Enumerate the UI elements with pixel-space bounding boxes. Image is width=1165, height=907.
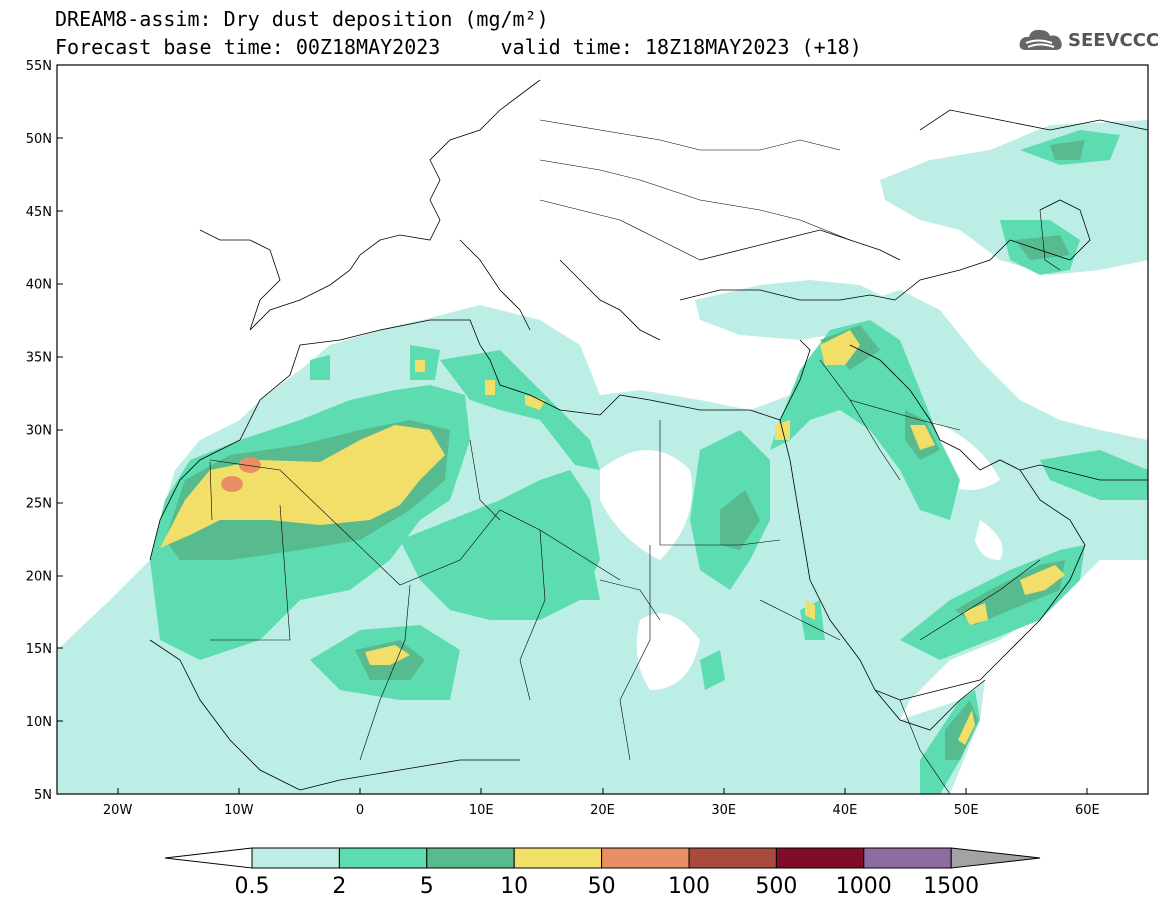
colorbar-label: 500 <box>755 874 797 899</box>
colorbar-labels: 0.5 2 5 10 50 100 500 1000 1500 <box>235 874 980 899</box>
map-ticks <box>57 137 1088 794</box>
dust-level-10 <box>160 330 1065 745</box>
lon-tick-label: 0 <box>356 803 364 818</box>
title-line-1: DREAM8-assim: Dry dust deposition (mg/m²… <box>55 7 549 31</box>
colorbar <box>164 847 1041 869</box>
map-area <box>57 65 1148 794</box>
cloud-logo-icon <box>1019 29 1062 50</box>
dust-level-50 <box>221 457 261 492</box>
lon-tick-label: 60E <box>1075 803 1100 818</box>
lat-tick-label: 15N <box>26 642 52 657</box>
lat-tick-label: 45N <box>26 205 52 220</box>
lat-tick-label: 55N <box>26 59 52 74</box>
colorbar-label: 0.5 <box>235 874 270 899</box>
colorbar-swatch <box>863 847 952 869</box>
latitude-labels: 55N 50N 45N 40N 35N 30N 25N 20N 15N 10N 5N <box>26 59 52 803</box>
lat-tick-label: 25N <box>26 496 52 511</box>
colorbar-swatch <box>601 847 690 869</box>
lon-tick-label: 30E <box>711 803 736 818</box>
lat-tick-label: 50N <box>26 132 52 147</box>
colorbar-swatch <box>251 847 340 869</box>
lat-tick-label: 35N <box>26 351 52 366</box>
map-frame <box>56 64 1149 795</box>
lat-tick-label: 40N <box>26 278 52 293</box>
coastlines-borders <box>149 79 1148 791</box>
lon-tick-label: 20E <box>590 803 615 818</box>
colorbar-swatch <box>775 847 865 869</box>
political-borders <box>209 119 1061 794</box>
lon-tick-label: 10E <box>469 803 494 818</box>
lon-tick-label: 50E <box>954 803 979 818</box>
title-line-2: Forecast base time: 00Z18MAY2023 valid t… <box>55 35 862 59</box>
colorbar-swatch <box>688 847 777 869</box>
lat-tick-label: 10N <box>26 715 52 730</box>
longitude-labels: 20W 10W 0 10E 20E 30E 40E 50E 60E <box>103 803 1100 818</box>
logo-text: SEEVCCC <box>1068 29 1160 51</box>
lon-tick-label: 20W <box>103 803 133 818</box>
seevccc-logo: SEEVCCC <box>1018 26 1159 54</box>
colorbar-label: 1500 <box>923 874 979 899</box>
colorbar-swatch <box>426 847 515 869</box>
colorbar-right-arrow <box>950 847 1041 869</box>
lat-tick-label: 30N <box>26 424 52 439</box>
colorbar-label: 1000 <box>836 874 892 899</box>
lon-tick-label: 40E <box>833 803 858 818</box>
lon-tick-label: 10W <box>224 803 254 818</box>
colorbar-left-arrow <box>164 847 253 869</box>
colorbar-label: 2 <box>332 874 346 899</box>
colorbar-swatch <box>338 847 428 869</box>
colorbar-swatch <box>513 847 603 869</box>
colorbar-label: 100 <box>668 874 710 899</box>
colorbar-label: 50 <box>588 874 616 899</box>
lat-tick-label: 5N <box>34 788 52 803</box>
lat-tick-label: 20N <box>26 569 52 584</box>
colorbar-label: 5 <box>420 874 434 899</box>
colorbar-label: 10 <box>500 874 528 899</box>
